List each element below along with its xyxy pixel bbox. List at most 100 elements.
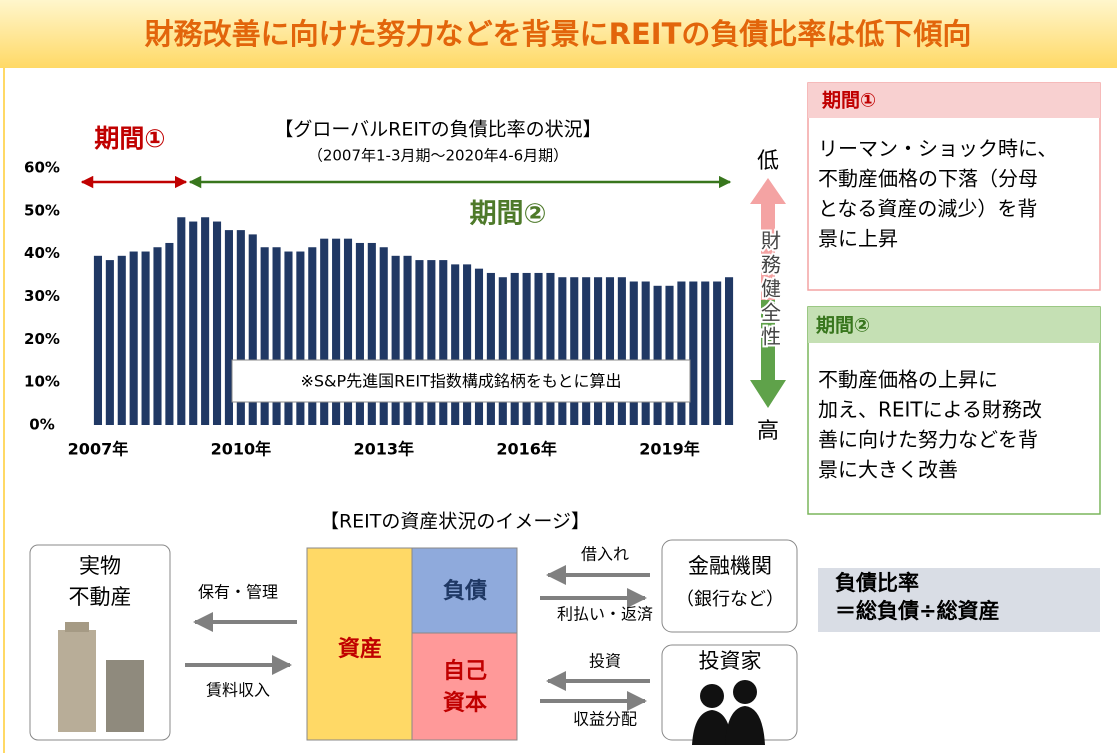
building bbox=[65, 622, 89, 632]
bar bbox=[415, 260, 424, 425]
page-title: 財務改善に向けた努力などを背景にREITの負債比率は低下傾向 bbox=[145, 17, 972, 51]
y-tick-label: 20% bbox=[24, 330, 60, 348]
header-band bbox=[0, 0, 1117, 68]
bar bbox=[236, 230, 245, 425]
scale-high: 高 bbox=[757, 419, 779, 444]
bar bbox=[701, 281, 710, 425]
scale-arrow-down bbox=[750, 300, 786, 408]
panel1-header bbox=[808, 83, 1100, 118]
diagram-title: 【REITの資産状況のイメージ】 bbox=[320, 511, 590, 533]
bar bbox=[332, 238, 341, 425]
bar bbox=[212, 221, 222, 425]
panel1-title: 期間① bbox=[822, 90, 876, 112]
bar bbox=[522, 272, 531, 425]
bar bbox=[498, 277, 507, 425]
x-tick-label: 2016年 bbox=[496, 440, 557, 459]
silhouette bbox=[692, 710, 732, 745]
bar bbox=[474, 268, 484, 425]
panel-text: 景に大きく改善 bbox=[818, 458, 958, 482]
bar bbox=[665, 285, 674, 425]
formula-text: 負債比率 bbox=[835, 571, 919, 595]
bar bbox=[248, 234, 257, 425]
rent-label: 賃料収入 bbox=[206, 681, 270, 700]
y-tick-label: 60% bbox=[24, 159, 60, 177]
bar bbox=[594, 277, 603, 425]
equity-box bbox=[411, 632, 518, 741]
bar bbox=[153, 247, 162, 425]
panel-text: 不動産価格の下落（分母 bbox=[818, 167, 1038, 191]
bar bbox=[308, 247, 317, 425]
hold-label: 保有・管理 bbox=[198, 583, 278, 602]
chart-subtitle: （2007年1-3月期～2020年4-6月期） bbox=[308, 147, 568, 165]
bar bbox=[689, 281, 698, 425]
borrow-label: 借入れ bbox=[581, 545, 629, 564]
bar bbox=[201, 217, 210, 425]
bar bbox=[558, 277, 567, 425]
bar bbox=[653, 285, 662, 425]
bar bbox=[117, 255, 126, 425]
bar bbox=[129, 251, 138, 425]
y-tick-label: 0% bbox=[29, 416, 54, 434]
bar bbox=[582, 277, 591, 425]
formula-box bbox=[818, 568, 1100, 632]
note-box bbox=[231, 359, 691, 403]
panel-text: 善に向けた努力などを背 bbox=[818, 428, 1038, 452]
panel2-header bbox=[808, 307, 1100, 343]
y-tick-label: 10% bbox=[24, 373, 60, 391]
silhouette bbox=[725, 706, 765, 745]
repay-label: 利払い・返済 bbox=[557, 605, 653, 624]
y-tick-label: 30% bbox=[24, 287, 60, 305]
investor-label: 投資家 bbox=[699, 649, 762, 673]
bar bbox=[439, 260, 448, 425]
bank-box bbox=[661, 539, 798, 633]
invest-label: 投資 bbox=[589, 652, 621, 671]
debt-box bbox=[411, 547, 518, 634]
formula-text: ＝総負債÷総資産 bbox=[835, 599, 1000, 623]
x-tick-label: 2019年 bbox=[639, 440, 700, 459]
scale-label: 財務健全性 bbox=[758, 230, 782, 350]
chart-title: 【グローバルREITの負債比率の状況】 bbox=[274, 119, 601, 141]
bar bbox=[724, 277, 734, 425]
panel-text: 加え、REITによる財務改 bbox=[818, 398, 1042, 422]
period2-label: 期間② bbox=[470, 199, 547, 230]
bar bbox=[93, 255, 103, 425]
dividend-label: 収益分配 bbox=[573, 710, 637, 729]
bar bbox=[224, 230, 233, 425]
bar bbox=[391, 255, 400, 425]
assets-box bbox=[306, 547, 413, 741]
bar bbox=[141, 251, 150, 425]
property-label: 実物 bbox=[79, 554, 121, 578]
debt-label: 負債 bbox=[443, 578, 487, 604]
bar bbox=[510, 272, 519, 425]
bar bbox=[617, 277, 626, 425]
building bbox=[106, 660, 144, 732]
bank-label: （銀行など） bbox=[676, 589, 784, 610]
y-tick-label: 40% bbox=[24, 244, 60, 262]
bar bbox=[105, 260, 114, 425]
silhouette bbox=[700, 684, 724, 708]
bar bbox=[355, 242, 364, 425]
bar bbox=[260, 247, 269, 425]
bar bbox=[463, 264, 472, 425]
note: ※S&P先進国REIT指数構成銘柄をもとに算出 bbox=[300, 372, 621, 391]
bar bbox=[677, 281, 686, 425]
scale-arrow-up bbox=[750, 178, 786, 300]
bar bbox=[427, 260, 436, 425]
building bbox=[58, 630, 96, 732]
silhouette bbox=[733, 680, 757, 704]
bar bbox=[272, 247, 281, 425]
bar bbox=[284, 251, 293, 425]
period1-label: 期間① bbox=[94, 124, 165, 153]
panel-text: リーマン・ショック時に、 bbox=[818, 137, 1057, 161]
bar bbox=[165, 242, 174, 425]
plot: 0% 10% 20% 30% 40% 50% 60% 2007年 2010年 2013年 2016年… bbox=[24, 159, 734, 459]
bar bbox=[570, 277, 579, 425]
equity-label: 資本 bbox=[443, 690, 487, 716]
panel-text: 不動産価格の上昇に bbox=[818, 368, 998, 392]
bar bbox=[177, 217, 186, 425]
y-tick-label: 50% bbox=[24, 201, 60, 219]
bar bbox=[641, 281, 650, 425]
assets-label: 資産 bbox=[338, 636, 382, 662]
panel-text: となる資産の減少）を背 bbox=[818, 197, 1037, 221]
